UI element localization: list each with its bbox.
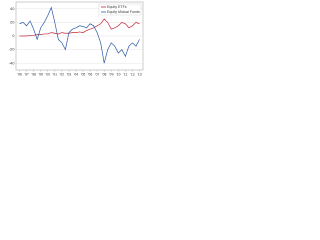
series-line xyxy=(19,18,140,37)
x-tick-label: '02 xyxy=(60,72,65,76)
y-tick-label: -20 xyxy=(9,47,16,52)
x-tick-label: '06 xyxy=(88,72,93,76)
series-line xyxy=(19,6,140,64)
y-tick-label: -40 xyxy=(9,60,16,65)
page: 40 20 0 -20 -40'96'97'98'99'00'01'02'03'04'0… xyxy=(0,0,320,80)
chart: 40200-20-40'96'97'98'99'00'01'02'03'04'0… xyxy=(9,1,144,76)
x-tick-label: '98 xyxy=(31,72,36,76)
x-tick-label: '10 xyxy=(116,72,121,76)
x-tick-label: '07 xyxy=(95,72,100,76)
legend-label: Equity ETFs xyxy=(107,5,127,9)
legend-box xyxy=(98,3,142,16)
x-tick-label: '04 xyxy=(74,72,79,76)
y-tick-label: 0 xyxy=(12,33,15,38)
x-tick-label: '08 xyxy=(102,72,107,76)
x-tick-label: '99 xyxy=(38,72,43,76)
legend-label: Equity Mutual Funds xyxy=(107,10,140,14)
x-tick-label: '97 xyxy=(24,72,29,76)
x-tick-label: '96 xyxy=(17,72,22,76)
y-tick-label: 20 xyxy=(10,19,15,24)
x-tick-label: '00 xyxy=(46,72,51,76)
x-tick-label: '12 xyxy=(130,72,135,76)
x-tick-label: '03 xyxy=(67,72,72,76)
y-tick-label: 40 xyxy=(10,6,15,11)
x-tick-label: '01 xyxy=(53,72,58,76)
x-tick-label: '09 xyxy=(109,72,114,76)
x-tick-label: '13 xyxy=(137,72,142,76)
x-tick-label: '11 xyxy=(123,72,127,76)
x-tick-label: '05 xyxy=(81,72,86,76)
